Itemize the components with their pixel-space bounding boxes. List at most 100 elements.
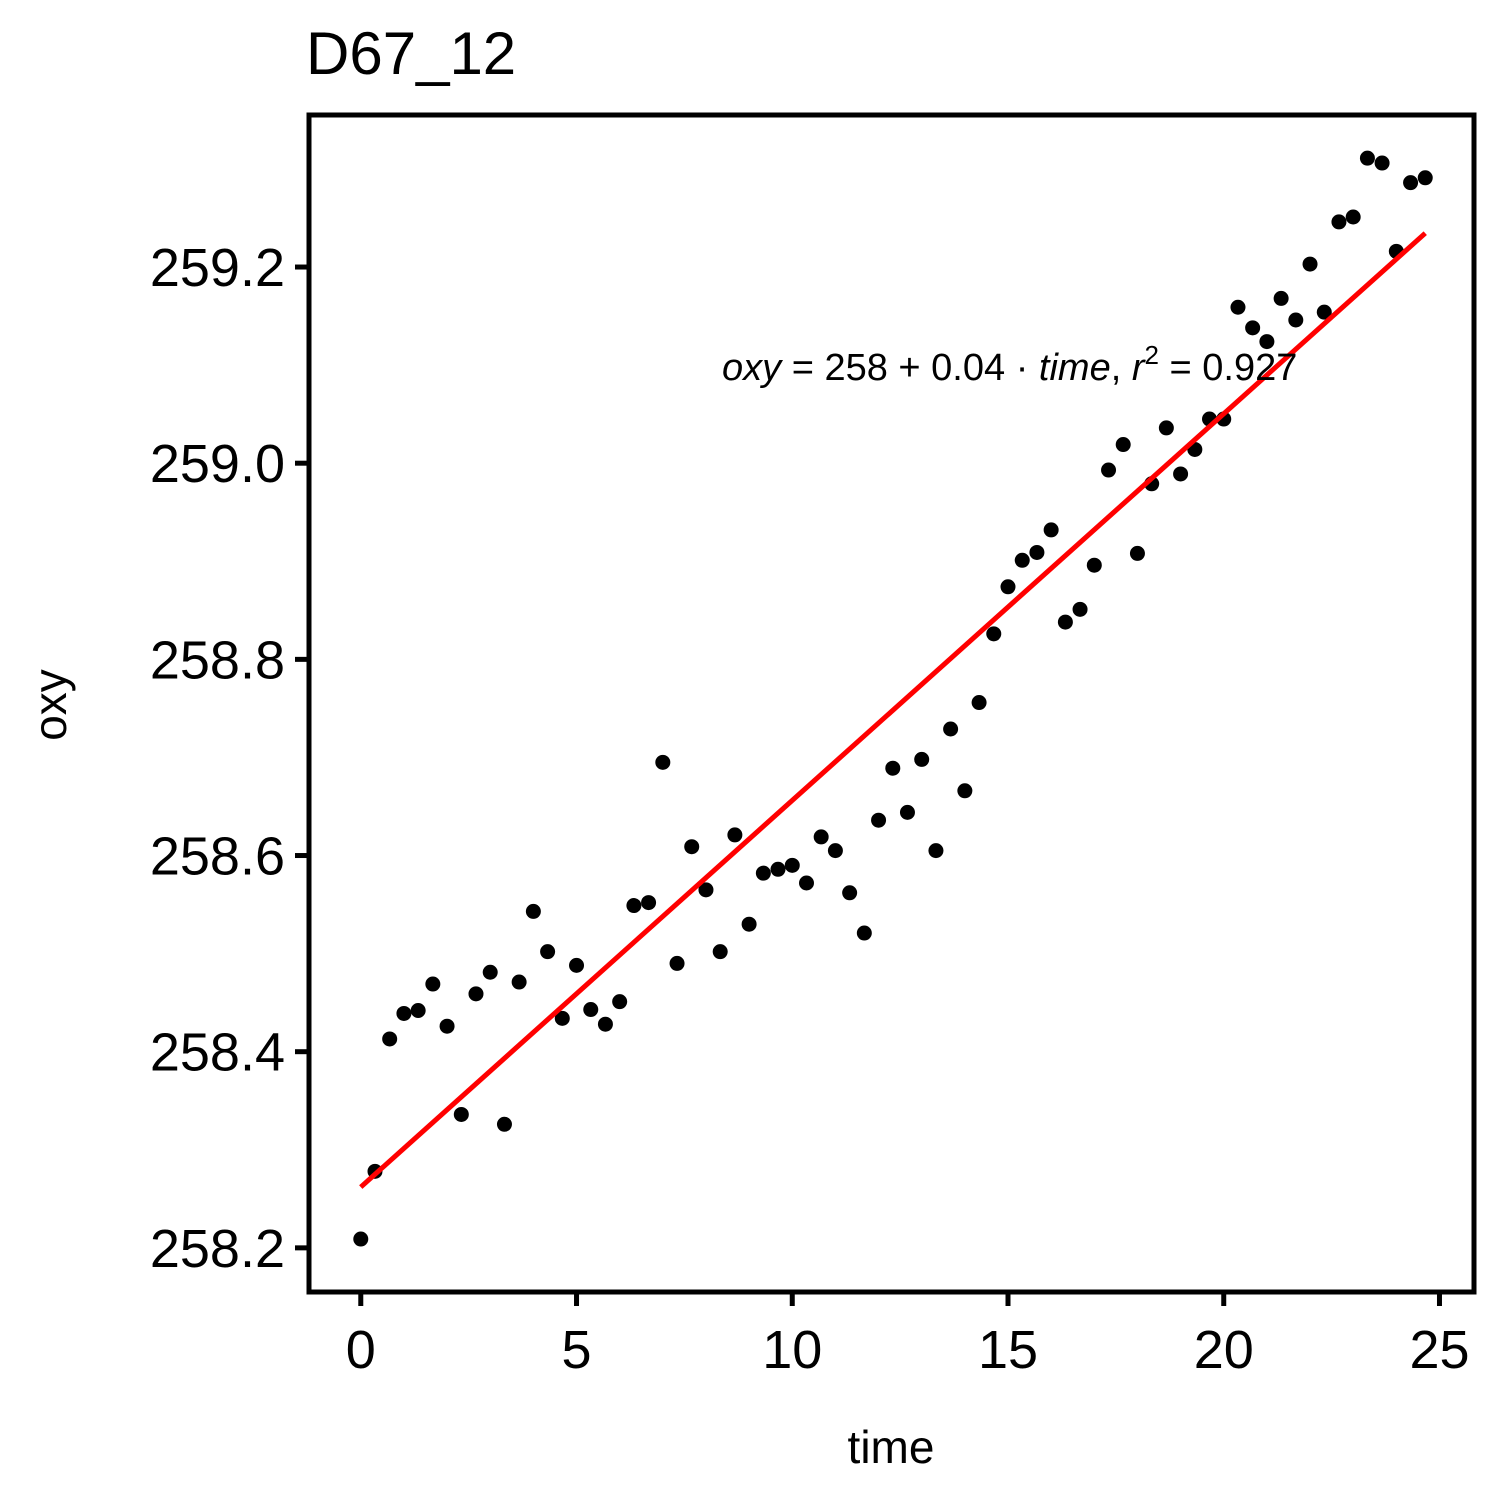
- data-point-24: [698, 882, 714, 898]
- data-point-16: [583, 1002, 599, 1018]
- data-point-22: [669, 955, 685, 971]
- data-point-13: [540, 944, 556, 960]
- equation-var-y: oxy: [722, 347, 783, 389]
- data-point-37: [885, 760, 901, 776]
- data-point-62: [1245, 320, 1261, 336]
- data-point-25: [712, 944, 728, 960]
- data-point-33: [827, 843, 843, 859]
- y-tick-label-0: 258.2: [150, 1219, 285, 1279]
- equation-intercept: 258: [824, 347, 887, 389]
- data-point-61: [1230, 299, 1246, 315]
- data-point-5: [425, 976, 441, 992]
- data-point-46: [1014, 552, 1030, 568]
- data-point-20: [641, 895, 657, 911]
- points-layer: [353, 150, 1433, 1247]
- data-point-45: [1000, 579, 1016, 595]
- equation-var-x: time: [1039, 347, 1111, 389]
- data-point-73: [1403, 175, 1419, 191]
- data-point-47: [1029, 544, 1045, 560]
- data-point-68: [1331, 214, 1347, 230]
- x-tick-label-5: 25: [1409, 1320, 1469, 1380]
- data-point-30: [784, 857, 800, 873]
- y-tick-label-2: 258.6: [150, 827, 285, 887]
- data-point-6: [439, 1018, 455, 1034]
- equation-r2: 0.927: [1202, 347, 1297, 389]
- data-point-44: [986, 626, 1002, 642]
- data-point-49: [1057, 614, 1073, 630]
- data-point-71: [1374, 155, 1390, 171]
- data-point-15: [569, 957, 585, 973]
- data-point-52: [1101, 462, 1117, 478]
- data-point-65: [1288, 312, 1304, 328]
- plot-panel-border: [306, 112, 1477, 1295]
- fit-equation: oxy = 258 + 0.04 · time, r2 = 0.927: [722, 340, 1297, 389]
- data-point-26: [727, 827, 743, 843]
- data-point-11: [511, 974, 527, 990]
- x-tick-label-3: 15: [978, 1320, 1038, 1380]
- equation-sup: 2: [1145, 340, 1159, 370]
- data-point-42: [957, 783, 973, 799]
- data-point-32: [813, 829, 829, 845]
- data-point-18: [612, 994, 628, 1010]
- data-point-40: [928, 843, 944, 859]
- data-point-35: [856, 925, 872, 941]
- equation-sep: ,: [1111, 347, 1132, 389]
- equation-eq2: =: [1159, 347, 1202, 389]
- data-point-3: [396, 1005, 412, 1021]
- data-point-74: [1417, 170, 1433, 186]
- data-point-41: [943, 721, 959, 737]
- data-point-67: [1316, 304, 1332, 320]
- equation-slope: 0.04: [931, 347, 1005, 389]
- data-point-10: [496, 1116, 512, 1132]
- data-point-17: [597, 1016, 613, 1032]
- data-point-53: [1115, 437, 1131, 453]
- data-point-54: [1129, 545, 1145, 561]
- x-tick-label-4: 20: [1194, 1320, 1254, 1380]
- data-point-57: [1173, 466, 1189, 482]
- data-point-51: [1086, 557, 1102, 573]
- chart-title: D67_12: [306, 20, 516, 87]
- data-point-64: [1273, 290, 1289, 306]
- data-point-31: [798, 875, 814, 891]
- data-point-2: [382, 1031, 398, 1047]
- data-point-12: [525, 903, 541, 919]
- y-axis-label: oxy: [24, 669, 76, 741]
- x-tick-label-1: 5: [561, 1320, 591, 1380]
- data-point-21: [655, 754, 671, 770]
- data-point-4: [410, 1003, 426, 1019]
- data-point-9: [482, 964, 498, 980]
- data-point-0: [353, 1231, 369, 1247]
- data-point-48: [1043, 522, 1059, 538]
- data-point-14: [554, 1010, 570, 1026]
- data-point-56: [1158, 420, 1174, 436]
- data-point-70: [1359, 150, 1375, 166]
- data-point-63: [1259, 334, 1275, 350]
- y-tick-label-5: 259.2: [150, 238, 285, 298]
- data-point-36: [871, 812, 887, 828]
- x-axis-label: time: [848, 1421, 935, 1473]
- fit-line: [359, 231, 1427, 1189]
- data-point-28: [755, 865, 771, 881]
- x-tick-label-2: 10: [762, 1320, 822, 1380]
- y-tick-label-4: 259.0: [150, 434, 285, 494]
- x-axis: 0 5 10 15 20 25: [346, 1292, 1470, 1380]
- data-point-27: [741, 916, 757, 932]
- data-point-69: [1345, 209, 1361, 225]
- data-point-50: [1072, 601, 1088, 617]
- data-point-34: [842, 885, 858, 901]
- data-point-39: [914, 751, 930, 767]
- equation-r: r: [1132, 347, 1146, 389]
- data-point-23: [684, 839, 700, 855]
- data-point-38: [899, 804, 915, 820]
- equation-plus: +: [888, 347, 931, 389]
- x-tick-label-0: 0: [346, 1320, 376, 1380]
- data-point-43: [971, 695, 987, 711]
- equation-dot: ·: [1005, 347, 1039, 389]
- data-point-7: [453, 1106, 469, 1122]
- y-axis: 258.2 258.4 258.6 258.8 259.0 259.2: [150, 238, 309, 1279]
- fit-layer: [359, 231, 1427, 1189]
- data-point-19: [626, 898, 642, 914]
- y-tick-label-3: 258.8: [150, 630, 285, 690]
- y-tick-label-1: 258.4: [150, 1023, 285, 1083]
